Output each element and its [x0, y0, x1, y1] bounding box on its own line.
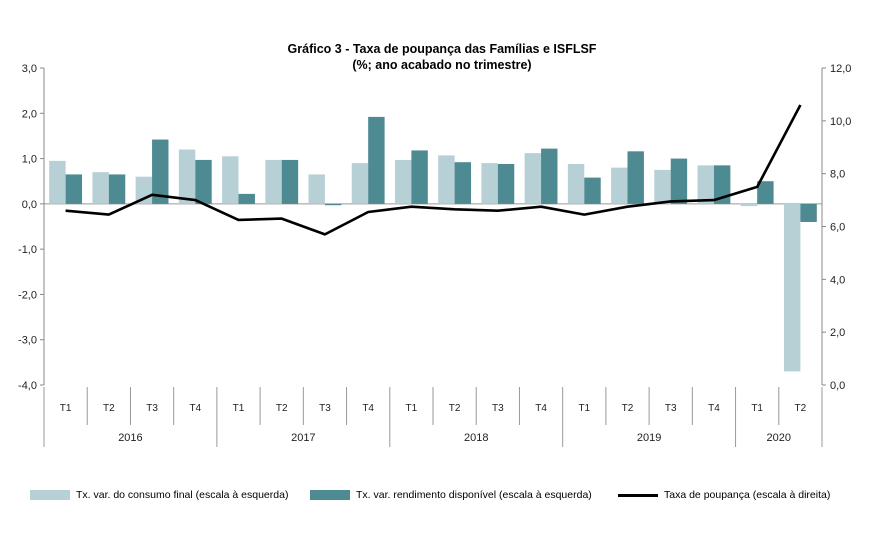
bar-consumo	[697, 165, 714, 204]
right-tick-label: 12,0	[830, 63, 851, 75]
legend-item-consumo: Tx. var. do consumo final (escala à esqu…	[30, 489, 288, 501]
left-tick-label: 0,0	[22, 199, 37, 211]
legend-swatch-poupanca	[618, 493, 658, 497]
legend-swatch-rendimento	[310, 490, 350, 500]
bar-rendimento	[152, 139, 169, 204]
bar-rendimento	[195, 159, 212, 204]
quarter-label: T1	[751, 403, 763, 414]
bar-rendimento	[454, 162, 472, 204]
chart-subtitle: (%; ano acabado no trimestre)	[352, 58, 532, 72]
bar-consumo	[178, 149, 196, 204]
legend-item-rendimento: Tx. var. rendimento disponível (escala à…	[310, 489, 592, 501]
bar-consumo	[308, 174, 325, 204]
left-tick-label: -4,0	[18, 380, 37, 392]
line-poupanca	[65, 104, 802, 236]
quarter-label: T2	[795, 403, 807, 414]
bar-rendimento	[238, 193, 255, 204]
quarter-label: T3	[146, 403, 158, 414]
bar-consumo	[438, 155, 455, 204]
legend-swatch-consumo	[30, 490, 70, 500]
bar-rendimento	[411, 150, 428, 204]
quarter-label: T2	[276, 403, 288, 414]
chart-title: Gráfico 3 - Taxa de poupança das Família…	[287, 42, 597, 56]
quarter-label: T2	[622, 403, 634, 414]
year-label: 2019	[637, 432, 661, 444]
left-tick-label: -2,0	[18, 289, 37, 301]
bar-consumo	[481, 163, 498, 204]
legend-item-poupanca: Taxa de poupança (escala à direita)	[618, 489, 830, 501]
quarter-label: T3	[665, 403, 677, 414]
left-tick-label: -3,0	[18, 335, 37, 347]
bar-rendimento	[281, 159, 299, 204]
quarter-label: T3	[319, 403, 331, 414]
bar-rendimento	[368, 116, 385, 204]
chart-plot: 3,0 2,0 1,0 0,0 -1,0 -2,0 -3,0 -4,0 12,0 10,0 8,0 6…	[18, 63, 851, 447]
right-tick-label: 0,0	[830, 380, 845, 392]
right-tick-label: 8,0	[830, 169, 845, 181]
legend: Tx. var. do consumo final (escala à esqu…	[0, 489, 884, 509]
legend-label-rendimento: Tx. var. rendimento disponível (escala à…	[356, 489, 592, 501]
left-tick-label: -1,0	[18, 244, 37, 256]
bar-consumo	[49, 160, 66, 204]
quarter-label: T4	[708, 403, 720, 414]
bar-consumo	[394, 159, 412, 204]
year-label: 2017	[291, 432, 315, 444]
bar-consumo	[567, 164, 585, 204]
bar-consumo	[265, 159, 282, 204]
left-tick-label: 3,0	[22, 63, 37, 75]
quarter-label: T1	[233, 403, 245, 414]
bar-rendimento	[541, 148, 558, 204]
year-label: 2020	[767, 432, 791, 444]
bar-rendimento	[757, 181, 774, 204]
bar-consumo	[654, 169, 671, 204]
bar-rendimento	[108, 174, 126, 204]
left-tick-label: 2,0	[22, 108, 37, 120]
bar-consumo	[611, 167, 628, 204]
bar-consumo	[740, 203, 758, 207]
quarter-label: T2	[449, 403, 461, 414]
bar-consumo	[351, 163, 369, 204]
right-tick-label: 6,0	[830, 222, 845, 234]
quarter-label: T4	[535, 403, 547, 414]
left-tick-label: 1,0	[22, 154, 37, 166]
quarter-label: T4	[362, 403, 374, 414]
bar-rendimento	[584, 177, 601, 204]
quarter-label: T1	[60, 403, 72, 414]
bar-rendimento	[497, 164, 515, 204]
bar-consumo	[524, 153, 542, 204]
bar-consumo	[783, 203, 801, 372]
bar-rendimento	[65, 174, 83, 204]
legend-label-consumo: Tx. var. do consumo final (escala à esqu…	[76, 489, 289, 501]
quarter-label: T1	[578, 403, 590, 414]
quarter-label: T3	[492, 403, 504, 414]
quarter-label: T1	[406, 403, 418, 414]
year-label: 2018	[464, 432, 488, 444]
bar-rendimento	[713, 165, 731, 204]
right-tick-label: 4,0	[830, 274, 845, 286]
quarter-label: T2	[103, 403, 115, 414]
bar-rendimento	[670, 158, 688, 204]
quarter-label: T4	[189, 403, 201, 414]
bar-consumo	[92, 172, 109, 204]
right-tick-label: 10,0	[830, 116, 851, 128]
bar-rendimento	[627, 151, 644, 204]
bar-rendimento	[324, 203, 342, 206]
right-tick-label: 2,0	[830, 327, 845, 339]
legend-label-poupanca: Taxa de poupança (escala à direita)	[664, 489, 831, 501]
year-label: 2016	[118, 432, 142, 444]
bar-consumo	[222, 156, 239, 204]
bar-rendimento	[800, 203, 817, 222]
